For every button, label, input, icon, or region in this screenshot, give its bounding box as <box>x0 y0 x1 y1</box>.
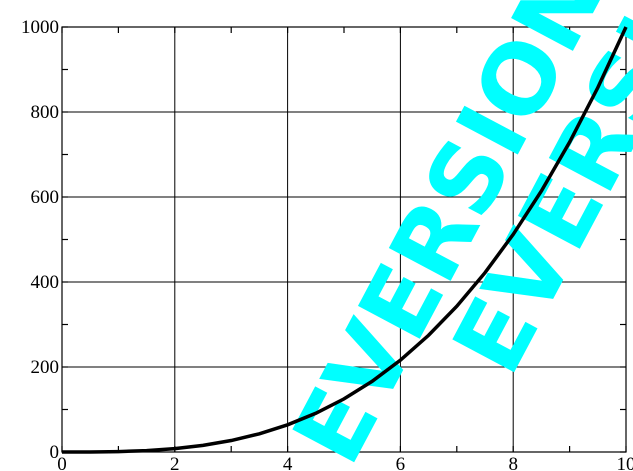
x-tick-label: 6 <box>396 454 406 471</box>
series-line <box>61 26 628 454</box>
y-tick-label: 800 <box>31 102 60 123</box>
tick-labels: 0 2 4 6 8 10 0 200 400 600 800 1000 <box>21 17 633 471</box>
watermark: EVERSION EVERSION <box>271 0 633 471</box>
x-tick-label: 10 <box>617 454 633 471</box>
x-tick-label: 4 <box>283 454 293 471</box>
y-tick-label: 0 <box>50 442 60 463</box>
y-tick-label: 600 <box>31 187 60 208</box>
y-tick-label: 200 <box>31 357 60 378</box>
series-layer <box>61 26 628 454</box>
x-tick-label: 0 <box>57 454 67 471</box>
x-tick-label: 2 <box>170 454 180 471</box>
x-tick-label: 8 <box>508 454 518 471</box>
y-tick-label: 1000 <box>21 17 59 38</box>
y-tick-label: 400 <box>31 272 60 293</box>
